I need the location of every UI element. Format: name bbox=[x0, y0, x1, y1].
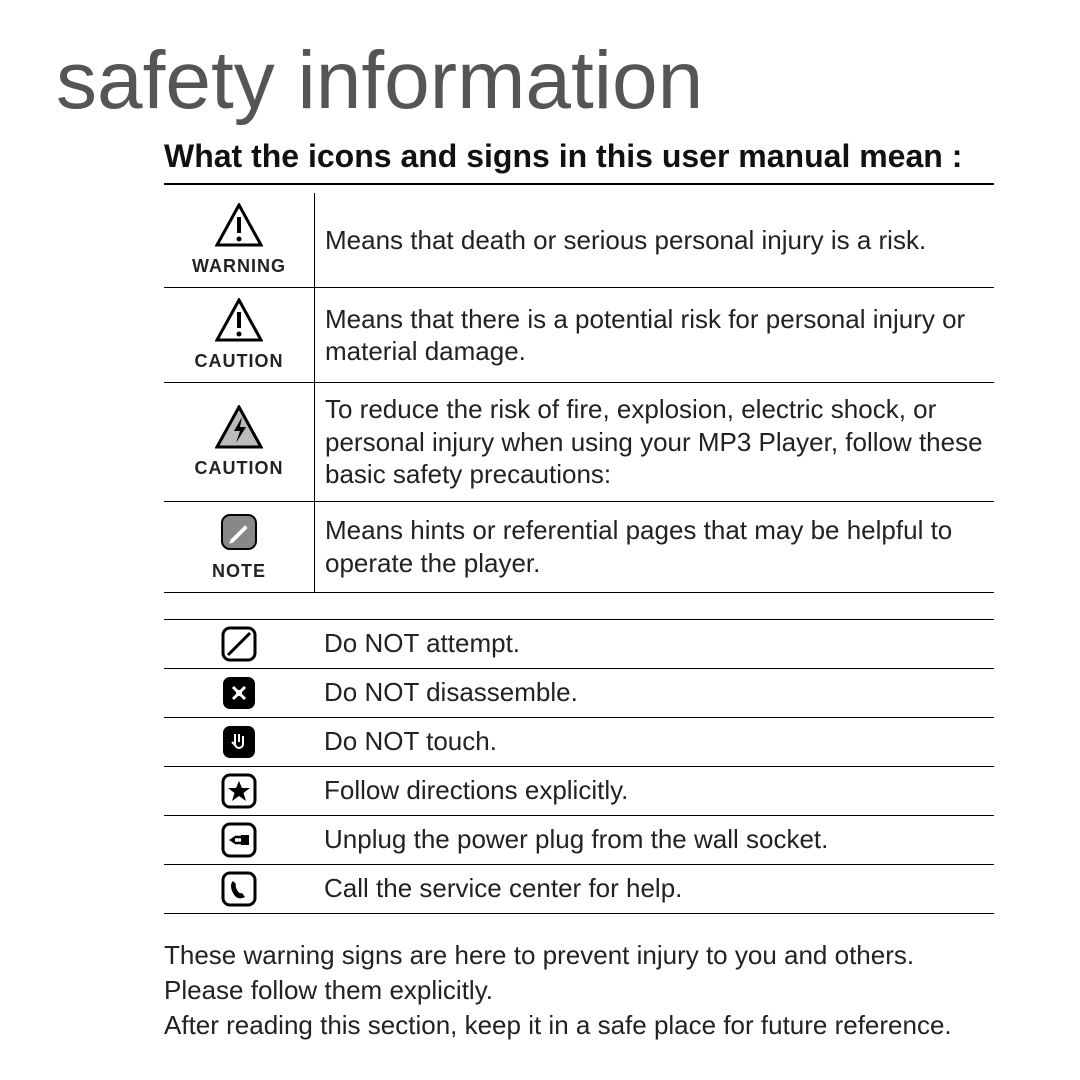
table-row: Do NOT disassemble. bbox=[164, 668, 994, 717]
page-subtitle: What the icons and signs in this user ma… bbox=[164, 138, 994, 185]
table-row: NOTE Means hints or referential pages th… bbox=[164, 501, 994, 592]
do-not-touch-icon bbox=[221, 724, 257, 760]
do-not-attempt-icon bbox=[221, 626, 257, 662]
table-row: CAUTION To reduce the risk of fire, expl… bbox=[164, 383, 994, 502]
icon-label: CAUTION bbox=[174, 351, 304, 372]
table-row: Call the service center for help. bbox=[164, 864, 994, 913]
icon-description: Means that there is a potential risk for… bbox=[315, 288, 995, 383]
footer-line-2: Please follow them explicitly. bbox=[164, 975, 493, 1005]
icon-label: WARNING bbox=[174, 256, 304, 277]
icon-meaning-table: WARNING Means that death or serious pers… bbox=[164, 193, 994, 593]
note-pencil-icon bbox=[219, 539, 259, 556]
table-row: Do NOT attempt. bbox=[164, 619, 994, 668]
icon-description: Means that death or serious personal inj… bbox=[315, 193, 995, 288]
table-row: Unplug the power plug from the wall sock… bbox=[164, 815, 994, 864]
page-title: safety information bbox=[56, 36, 1024, 126]
symbol-description: Do NOT touch. bbox=[314, 717, 994, 766]
icon-label: NOTE bbox=[174, 561, 304, 582]
icon-description: Means hints or referential pages that ma… bbox=[315, 501, 995, 592]
icon-description: To reduce the risk of fire, explosion, e… bbox=[315, 383, 995, 502]
warning-triangle-icon bbox=[215, 234, 263, 251]
table-row: Do NOT touch. bbox=[164, 717, 994, 766]
symbol-meaning-table: Do NOT attempt. Do NOT disassemble. Do N… bbox=[164, 619, 994, 914]
do-not-disassemble-icon bbox=[221, 675, 257, 711]
unplug-icon bbox=[221, 822, 257, 858]
footer-line-3: After reading this section, keep it in a… bbox=[164, 1010, 952, 1040]
table-row: CAUTION Means that there is a potential … bbox=[164, 288, 994, 383]
symbol-description: Do NOT disassemble. bbox=[314, 668, 994, 717]
symbol-description: Follow directions explicitly. bbox=[314, 766, 994, 815]
caution-triangle-icon bbox=[215, 329, 263, 346]
table-row: Follow directions explicitly. bbox=[164, 766, 994, 815]
symbol-description: Unplug the power plug from the wall sock… bbox=[314, 815, 994, 864]
symbol-description: Do NOT attempt. bbox=[314, 619, 994, 668]
icon-label: CAUTION bbox=[174, 458, 304, 479]
electric-shock-triangle-icon bbox=[215, 436, 263, 453]
follow-directions-star-icon bbox=[221, 773, 257, 809]
call-service-phone-icon bbox=[221, 871, 257, 907]
symbol-description: Call the service center for help. bbox=[314, 864, 994, 913]
table-row: WARNING Means that death or serious pers… bbox=[164, 193, 994, 288]
footer-text: These warning signs are here to prevent … bbox=[164, 938, 1034, 1043]
footer-line-1: These warning signs are here to prevent … bbox=[164, 940, 914, 970]
